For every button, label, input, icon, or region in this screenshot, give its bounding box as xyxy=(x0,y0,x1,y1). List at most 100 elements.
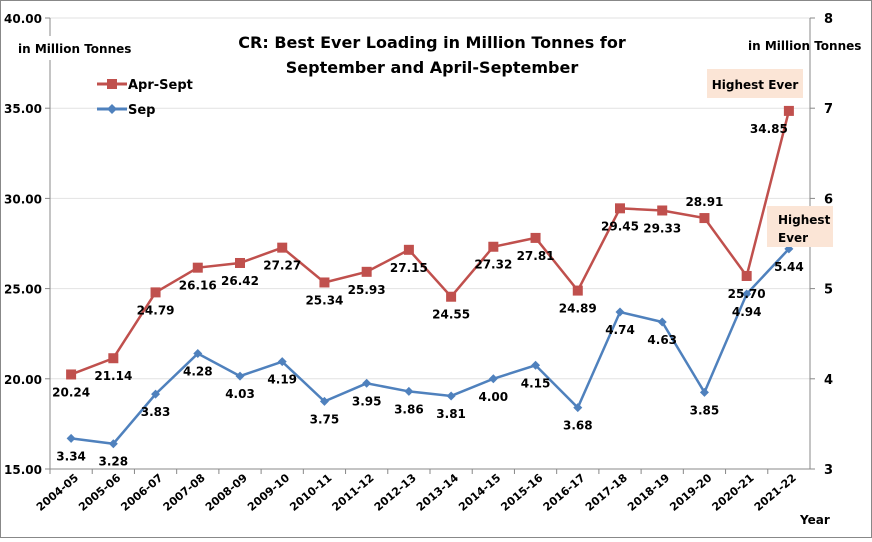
data-label: 25.70 xyxy=(728,287,766,301)
data-label: 4.19 xyxy=(267,373,297,387)
chart-title-line1: CR: Best Ever Loading in Million Tonnes … xyxy=(238,33,626,52)
data-point xyxy=(403,244,414,255)
left-tick-label: 25.00 xyxy=(4,283,42,297)
annotation-text-line2: Ever xyxy=(778,231,808,245)
data-label: 27.81 xyxy=(517,249,555,263)
data-point xyxy=(699,213,710,224)
data-point xyxy=(741,270,752,281)
data-label: 26.16 xyxy=(179,279,217,293)
data-label: 27.32 xyxy=(474,258,512,272)
data-point xyxy=(615,203,625,214)
data-label: 3.28 xyxy=(99,455,129,469)
data-point xyxy=(572,285,583,296)
data-point xyxy=(150,287,161,298)
legend-label-sep: Sep xyxy=(128,103,156,118)
chart-title-line2: September and April-September xyxy=(286,58,579,77)
right-tick-label: 7 xyxy=(824,102,833,117)
data-label: 27.27 xyxy=(263,259,301,273)
data-label: 5.44 xyxy=(774,260,804,274)
data-label: 3.68 xyxy=(563,419,593,433)
data-point xyxy=(615,307,625,317)
data-label: 4.00 xyxy=(479,390,509,404)
annotation-apr-sept: Highest Ever xyxy=(707,69,803,98)
data-point xyxy=(531,360,541,370)
data-label: 26.42 xyxy=(221,274,259,288)
right-tick-label: 5 xyxy=(824,283,833,298)
data-label: 24.55 xyxy=(432,308,470,322)
data-point xyxy=(319,277,330,288)
data-label: 24.79 xyxy=(137,303,175,317)
data-point xyxy=(361,266,372,277)
data-point xyxy=(446,391,456,401)
data-label: 29.45 xyxy=(601,219,639,233)
data-point xyxy=(657,317,667,327)
data-label: 29.33 xyxy=(643,221,681,235)
data-label: 27.15 xyxy=(390,261,428,275)
data-label: 21.14 xyxy=(94,369,132,383)
x-axis-title: Year xyxy=(799,513,830,527)
annotation-bg xyxy=(767,206,833,247)
legend-label-apr-sept: Apr-Sept xyxy=(128,78,193,93)
data-label: 4.63 xyxy=(647,333,677,347)
data-label: 3.95 xyxy=(352,394,382,408)
data-label: 3.81 xyxy=(436,407,466,421)
data-point xyxy=(783,105,794,116)
annotation-bg xyxy=(707,69,803,98)
data-label: 4.28 xyxy=(183,365,213,379)
annotation-text-line1: Highest xyxy=(778,213,831,227)
legend-square-icon xyxy=(107,79,117,89)
data-point xyxy=(108,439,118,449)
data-label: 3.34 xyxy=(56,449,86,463)
data-point xyxy=(530,232,541,243)
left-tick-label: 15.00 xyxy=(4,463,42,477)
data-point xyxy=(192,262,203,273)
data-label: 3.85 xyxy=(690,403,720,417)
data-point xyxy=(319,396,329,406)
data-point xyxy=(277,357,287,367)
data-label: 20.24 xyxy=(52,385,90,399)
data-point xyxy=(488,241,499,252)
data-label: 3.86 xyxy=(394,402,424,416)
data-label: 4.15 xyxy=(521,376,551,390)
right-tick-label: 3 xyxy=(824,463,833,478)
data-point xyxy=(235,257,245,268)
data-label: 25.93 xyxy=(348,283,386,297)
data-label: 3.83 xyxy=(141,405,171,419)
data-point xyxy=(488,374,498,384)
right-tick-label: 6 xyxy=(824,192,833,207)
data-label: 25.34 xyxy=(305,293,343,307)
data-label: 28.91 xyxy=(685,195,723,209)
left-tick-label: 40.00 xyxy=(4,12,42,26)
series xyxy=(66,105,794,449)
left-tick-label: 30.00 xyxy=(4,192,42,206)
data-point xyxy=(742,289,752,299)
left-tick-label: 35.00 xyxy=(4,102,42,116)
data-label: 34.85 xyxy=(750,122,788,136)
right-axis-title: in Million Tonnes xyxy=(748,39,861,53)
right-tick-label: 4 xyxy=(824,373,833,388)
annotation-text: Highest Ever xyxy=(712,78,799,92)
data-label: 4.94 xyxy=(732,305,762,319)
data-point xyxy=(66,369,77,380)
data-point xyxy=(362,378,372,388)
data-point xyxy=(66,433,76,443)
legend: Apr-Sept Sep xyxy=(97,78,193,118)
left-tick-label: 20.00 xyxy=(4,373,42,387)
series-line-apr-sept xyxy=(70,110,791,376)
right-tick-label: 8 xyxy=(824,12,833,27)
series-line-sep xyxy=(70,248,790,446)
data-label: 3.75 xyxy=(310,412,340,426)
data-label: 24.89 xyxy=(559,302,597,316)
data-point xyxy=(277,242,288,253)
data-label: 4.74 xyxy=(605,323,635,337)
data-point xyxy=(108,353,119,364)
right-tick-labels: 3 4 5 6 7 8 xyxy=(824,12,833,478)
legend-diamond-icon xyxy=(107,104,117,114)
data-label: 4.03 xyxy=(225,387,255,401)
data-labels: 20.24 21.14 24.79 26.16 26.42 27.27 25.34 25.93… xyxy=(52,122,804,469)
left-axis-title: in Million Tonnes xyxy=(18,42,131,56)
annotation-sep: Highest Ever xyxy=(767,206,833,247)
data-point xyxy=(699,387,709,397)
data-point xyxy=(404,386,414,396)
